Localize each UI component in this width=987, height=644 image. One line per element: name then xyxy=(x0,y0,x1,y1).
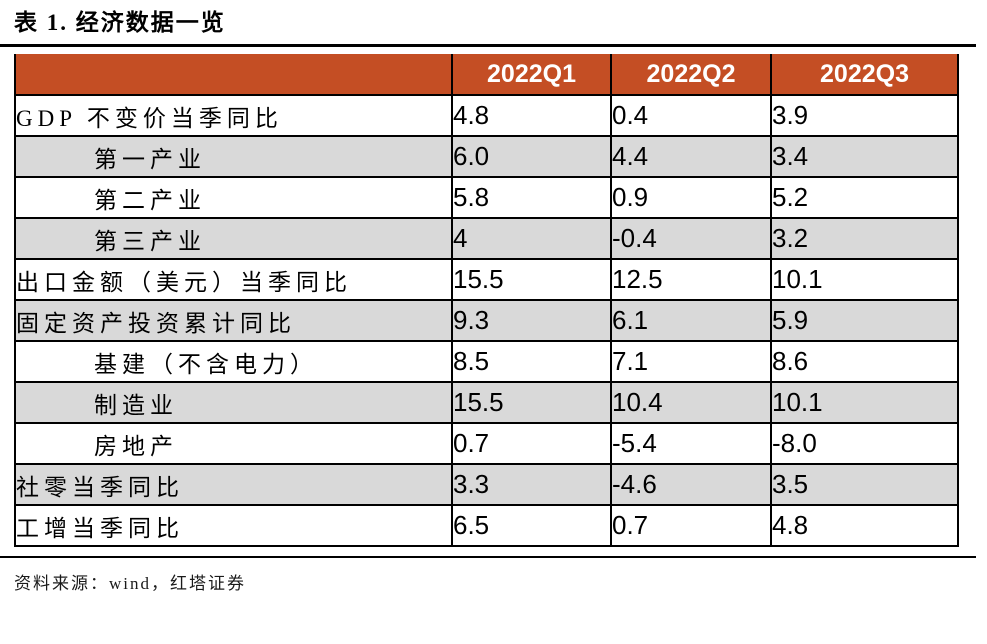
row-label: 制造业 xyxy=(14,381,453,424)
cell-2022q2: -4.6 xyxy=(610,463,772,506)
table-row: 房地产 0.7 -5.4 -8.0 xyxy=(14,422,959,465)
cell-2022q2: 7.1 xyxy=(610,340,772,383)
table-row: 制造业 15.5 10.4 10.1 xyxy=(14,381,959,424)
cell-2022q1: 0.7 xyxy=(451,422,612,465)
row-label: 房地产 xyxy=(14,422,453,465)
title-rule xyxy=(0,44,976,47)
cell-2022q2: -5.4 xyxy=(610,422,772,465)
cell-2022q1: 6.5 xyxy=(451,504,612,547)
cell-2022q1: 6.0 xyxy=(451,135,612,178)
row-label: GDP 不变价当季同比 xyxy=(14,94,453,137)
cell-2022q1: 3.3 xyxy=(451,463,612,506)
data-source-note: 资料来源：wind，红塔证券 xyxy=(14,574,246,593)
cell-2022q3: 5.9 xyxy=(770,299,959,342)
header-cell-empty xyxy=(14,54,453,96)
cell-2022q1: 4.8 xyxy=(451,94,612,137)
cell-2022q2: 6.1 xyxy=(610,299,772,342)
row-label: 基建（不含电力） xyxy=(14,340,453,383)
table-row: GDP 不变价当季同比 4.8 0.4 3.9 xyxy=(14,94,959,137)
cell-2022q3: 4.8 xyxy=(770,504,959,547)
cell-2022q3: 3.9 xyxy=(770,94,959,137)
row-label: 固定资产投资累计同比 xyxy=(14,299,453,342)
cell-2022q1: 15.5 xyxy=(451,381,612,424)
cell-2022q1: 15.5 xyxy=(451,258,612,301)
header-cell-2022q1: 2022Q1 xyxy=(451,54,612,96)
cell-2022q3: -8.0 xyxy=(770,422,959,465)
page-title: 表 1. 经济数据一览 xyxy=(14,10,226,35)
row-label: 第三产业 xyxy=(14,217,453,260)
row-label: 工增当季同比 xyxy=(14,504,453,547)
row-label: 社零当季同比 xyxy=(14,463,453,506)
table-row: 第三产业 4 -0.4 3.2 xyxy=(14,217,959,260)
cell-2022q2: 0.7 xyxy=(610,504,772,547)
table-row: 出口金额（美元）当季同比 15.5 12.5 10.1 xyxy=(14,258,959,301)
cell-2022q1: 4 xyxy=(451,217,612,260)
table-row: 第二产业 5.8 0.9 5.2 xyxy=(14,176,959,219)
row-label: 第二产业 xyxy=(14,176,453,219)
table-row: 固定资产投资累计同比 9.3 6.1 5.9 xyxy=(14,299,959,342)
table-row: 社零当季同比 3.3 -4.6 3.5 xyxy=(14,463,959,506)
cell-2022q3: 5.2 xyxy=(770,176,959,219)
economic-data-table: 2022Q1 2022Q2 2022Q3 GDP 不变价当季同比 4.8 0.4… xyxy=(14,54,959,547)
row-label: 第一产业 xyxy=(14,135,453,178)
footer-rule xyxy=(0,556,976,558)
cell-2022q3: 10.1 xyxy=(770,381,959,424)
cell-2022q2: 4.4 xyxy=(610,135,772,178)
cell-2022q1: 9.3 xyxy=(451,299,612,342)
cell-2022q3: 10.1 xyxy=(770,258,959,301)
table-row: 第一产业 6.0 4.4 3.4 xyxy=(14,135,959,178)
cell-2022q2: -0.4 xyxy=(610,217,772,260)
header-cell-2022q3: 2022Q3 xyxy=(770,54,959,96)
row-label: 出口金额（美元）当季同比 xyxy=(14,258,453,301)
cell-2022q2: 0.4 xyxy=(610,94,772,137)
cell-2022q3: 8.6 xyxy=(770,340,959,383)
cell-2022q2: 0.9 xyxy=(610,176,772,219)
cell-2022q3: 3.5 xyxy=(770,463,959,506)
table-row: 基建（不含电力） 8.5 7.1 8.6 xyxy=(14,340,959,383)
cell-2022q3: 3.4 xyxy=(770,135,959,178)
cell-2022q2: 10.4 xyxy=(610,381,772,424)
cell-2022q3: 3.2 xyxy=(770,217,959,260)
header-cell-2022q2: 2022Q2 xyxy=(610,54,772,96)
cell-2022q2: 12.5 xyxy=(610,258,772,301)
cell-2022q1: 5.8 xyxy=(451,176,612,219)
cell-2022q1: 8.5 xyxy=(451,340,612,383)
table-header-row: 2022Q1 2022Q2 2022Q3 xyxy=(14,54,959,96)
table-row: 工增当季同比 6.5 0.7 4.8 xyxy=(14,504,959,547)
